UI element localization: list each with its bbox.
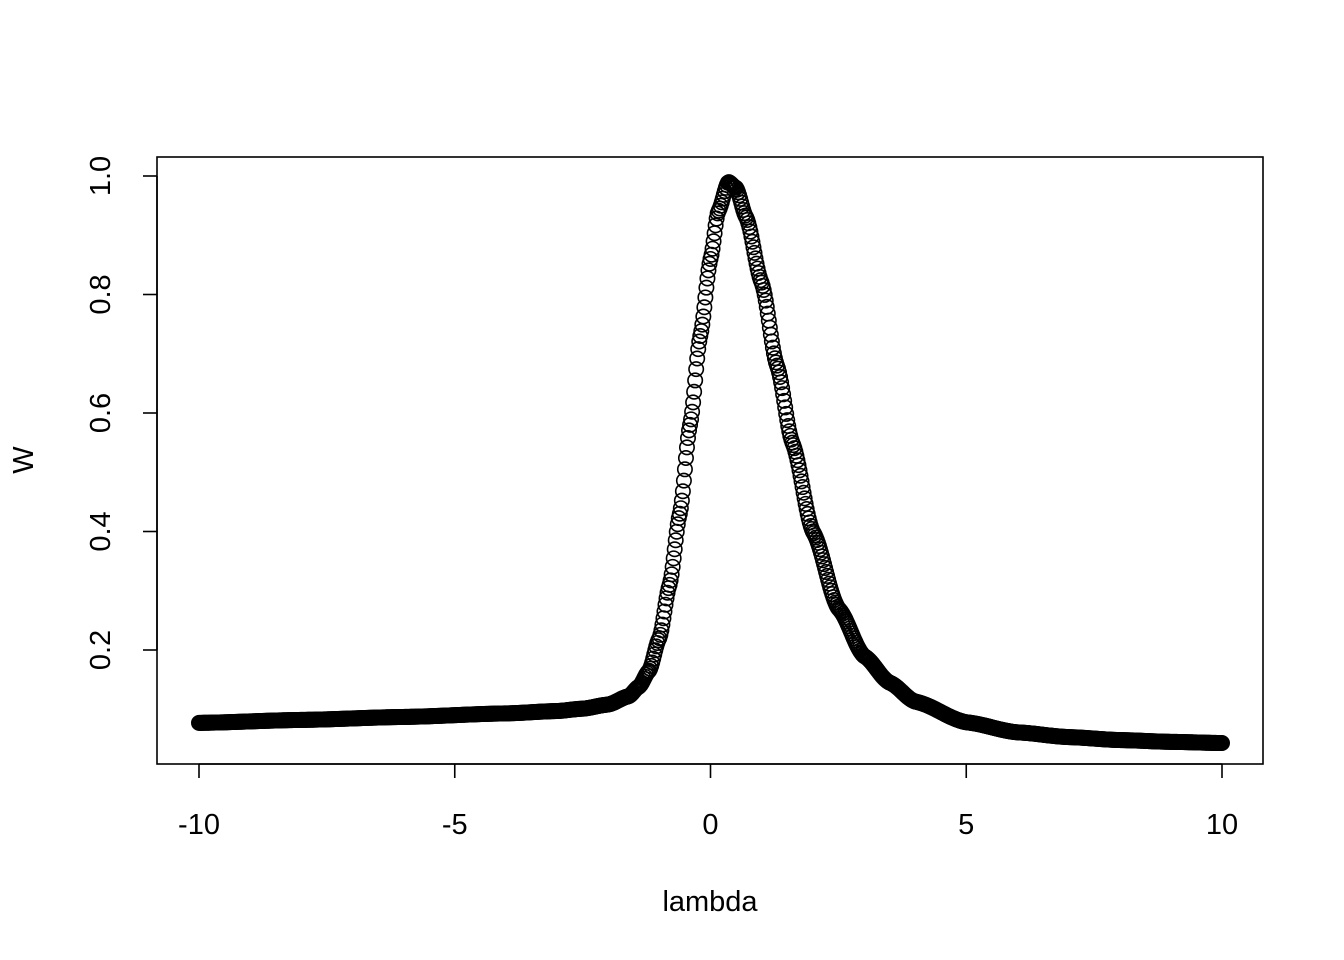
x-axis-title: lambda: [662, 886, 758, 918]
data-point: [678, 439, 695, 456]
data-point: [656, 603, 673, 620]
data-points: [191, 174, 1231, 752]
data-point: [664, 558, 681, 575]
data-point: [686, 383, 703, 400]
data-point: [683, 411, 700, 428]
data-point: [757, 292, 774, 309]
data-point: [756, 286, 773, 303]
data-point: [704, 240, 721, 257]
data-point: [776, 392, 793, 409]
data-point: [682, 416, 699, 433]
data-point: [698, 279, 715, 296]
data-point: [794, 479, 811, 496]
data-point: [746, 244, 763, 261]
data-point: [705, 233, 722, 250]
data-point: [793, 473, 810, 490]
data-point: [773, 374, 790, 391]
data-point: [796, 490, 813, 507]
y-tick-label: 1.0: [85, 156, 117, 196]
x-tick-label: 0: [702, 809, 718, 841]
data-point: [675, 472, 692, 489]
data-point: [672, 500, 689, 517]
data-point: [671, 505, 688, 522]
data-point: [685, 394, 702, 411]
data-point: [777, 399, 794, 416]
data-point: [743, 228, 760, 245]
x-axis: -10 -5 0 5 10: [178, 763, 1238, 841]
x-tick-label: -5: [442, 809, 468, 841]
data-point: [669, 516, 686, 533]
data-point: [762, 326, 779, 343]
x-tick-label: 5: [958, 809, 974, 841]
x-tick-label: -10: [178, 809, 220, 841]
data-point: [676, 461, 693, 478]
data-point: [696, 299, 713, 316]
data-point: [666, 541, 683, 558]
data-point: [684, 403, 701, 420]
data-point: [745, 239, 762, 256]
data-point: [653, 622, 670, 639]
data-point: [744, 233, 761, 250]
data-point: [665, 550, 682, 567]
y-tick-label: 0.4: [85, 511, 117, 551]
data-point: [654, 616, 671, 633]
x-tick-label: 10: [1206, 809, 1238, 841]
data-point: [747, 250, 764, 267]
data-point: [790, 457, 807, 474]
data-point: [763, 333, 780, 350]
data-point: [795, 484, 812, 501]
data-point: [792, 467, 809, 484]
data-point: [691, 333, 708, 350]
data-point: [695, 308, 712, 325]
data-point: [700, 262, 717, 279]
data-point: [772, 368, 789, 385]
y-axis-title: W: [8, 446, 40, 474]
data-point: [707, 217, 724, 234]
data-point: [778, 405, 795, 422]
y-axis: 0.2 0.4 0.6 0.8 1.0: [85, 156, 158, 670]
data-point: [663, 566, 680, 583]
data-point: [679, 429, 696, 446]
data-point: [779, 412, 796, 429]
y-tick-label: 0.6: [85, 393, 117, 433]
data-point: [687, 372, 704, 389]
data-point: [774, 380, 791, 397]
data-point: [674, 483, 691, 500]
data-point: [688, 361, 705, 378]
data-point: [667, 532, 684, 549]
data-point: [681, 422, 698, 439]
data-point: [791, 462, 808, 479]
data-point: [689, 350, 706, 367]
data-point: [677, 449, 694, 466]
data-point: [673, 492, 690, 509]
data-point: [775, 386, 792, 403]
data-point: [1214, 735, 1231, 752]
data-point: [764, 339, 781, 356]
y-tick-label: 0.2: [85, 630, 117, 670]
data-point: [657, 596, 674, 613]
y-tick-label: 0.8: [85, 274, 117, 314]
data-point: [697, 289, 714, 306]
data-point: [690, 341, 707, 358]
data-point: [694, 316, 711, 333]
